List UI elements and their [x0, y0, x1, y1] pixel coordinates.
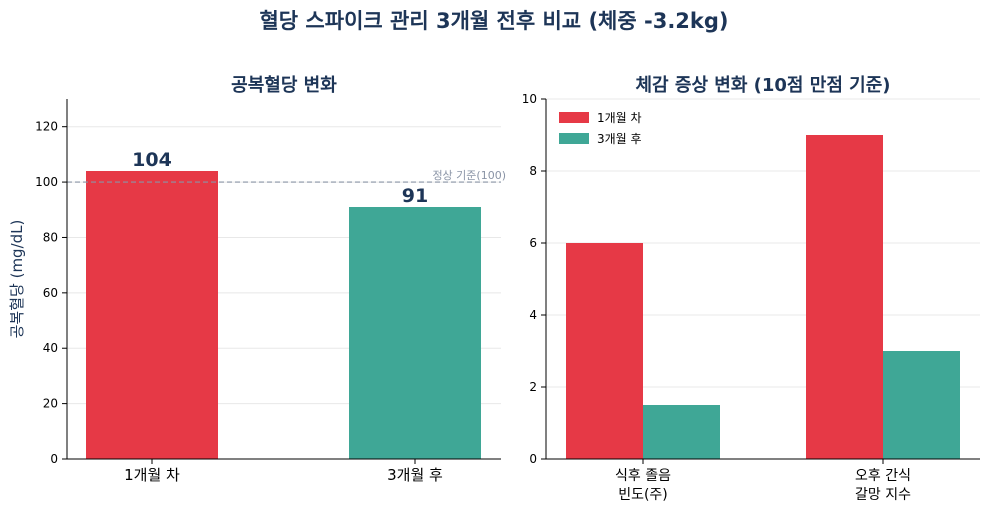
- fasting-glucose-panel: 공복혈당 변화 공복혈당 (mg/dL) 정상 기준(100) 0 20 40 60 8…: [8, 74, 506, 484]
- reference-line-label: 정상 기준(100): [432, 169, 506, 182]
- right-x-tick-label-line: 갈망 지수: [855, 487, 911, 503]
- left-chart-title: 공복혈당 변화: [231, 74, 337, 96]
- right-x-tick-label-line: 빈도(주): [618, 487, 668, 503]
- left-bar: [349, 207, 481, 459]
- right-y-tick-label: 8: [529, 164, 537, 178]
- right-x-tick-label-line: 식후 졸음: [615, 468, 671, 484]
- left-x-tick-label: 3개월 후: [387, 466, 443, 484]
- right-bar-after: [643, 405, 720, 459]
- left-bar-value-label: 104: [132, 149, 172, 171]
- right-x-tick-label-line: 오후 간식: [855, 468, 911, 484]
- left-y-tick-label: 20: [43, 397, 58, 411]
- legend-label: 1개월 차: [597, 111, 642, 125]
- left-y-axis-label: 공복혈당 (mg/dL): [8, 220, 26, 339]
- legend-label: 3개월 후: [597, 132, 642, 146]
- figure-title: 혈당 스파이크 관리 3개월 전후 비교 (체중 -3.2kg): [259, 9, 728, 33]
- left-bar: [86, 171, 218, 459]
- left-y-tick-label: 0: [50, 452, 58, 466]
- left-y-tick-label: 80: [43, 230, 58, 244]
- right-y-tick-label: 10: [522, 92, 537, 106]
- right-bar-before: [806, 135, 883, 459]
- right-y-tick-label: 0: [529, 452, 537, 466]
- left-y-tick-label: 60: [43, 286, 58, 300]
- left-x-tick-label: 1개월 차: [124, 466, 180, 484]
- right-chart-title: 체감 증상 변화 (10점 만점 기준): [636, 75, 891, 96]
- right-y-tick-label: 4: [529, 308, 537, 322]
- right-y-tick-label: 6: [529, 236, 537, 250]
- legend: 1개월 차 3개월 후: [559, 111, 642, 146]
- right-y-tick-label: 2: [529, 380, 537, 394]
- legend-swatch: [559, 112, 589, 123]
- legend-swatch: [559, 133, 589, 144]
- left-y-tick-label: 100: [35, 175, 58, 189]
- right-bar-after: [883, 351, 960, 459]
- left-y-tick-label: 40: [43, 341, 58, 355]
- left-y-tick-label: 120: [35, 120, 58, 134]
- left-bar-value-label: 91: [402, 185, 428, 207]
- right-bar-before: [566, 243, 643, 459]
